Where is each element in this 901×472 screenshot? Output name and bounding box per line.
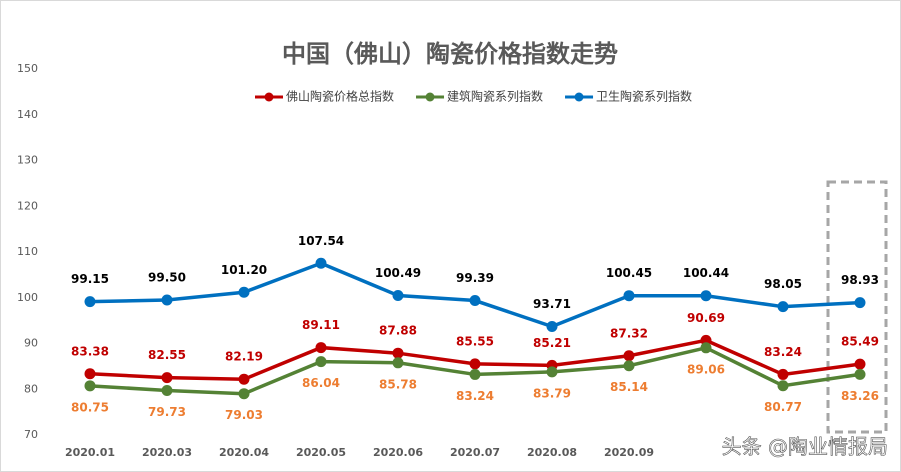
data-label: 85.14 [610,380,648,394]
data-label: 79.73 [148,405,186,419]
point [84,368,96,380]
point [238,373,250,385]
point [777,380,789,392]
data-label: 107.54 [298,234,344,248]
y-tick-label: 110 [17,245,38,258]
point [84,380,96,392]
point [315,356,327,368]
data-label: 85.78 [379,377,417,391]
point [854,297,866,309]
data-label: 80.77 [764,400,802,414]
legend-label: 佛山陶瓷价格总指数 [286,89,394,104]
y-tick-label: 120 [17,199,38,212]
data-label: 83.38 [71,344,109,358]
point [238,388,250,400]
x-tick-label: 2020.09 [604,446,654,459]
data-label: 99.39 [456,271,494,285]
x-tick-label: 2020.03 [142,446,192,459]
x-tick-label: 2020.01 [65,446,115,459]
data-label: 98.05 [764,277,802,291]
data-label: 89.06 [687,362,725,376]
point [469,295,481,307]
data-label: 87.32 [610,326,648,340]
point [777,301,789,313]
data-label: 83.26 [841,389,879,403]
x-tick-label: 2020.04 [219,446,269,459]
point [469,368,481,380]
data-label: 93.71 [533,297,571,311]
highlight-box [826,180,888,434]
data-label: 85.49 [841,335,879,349]
data-label: 100.49 [375,266,421,280]
point [777,368,789,380]
point [623,350,635,362]
data-label: 86.04 [302,376,340,390]
data-label: 83.24 [764,345,802,359]
x-tick-label: 2020.06 [373,446,423,459]
point [392,357,404,369]
point [84,296,96,308]
point [700,290,712,302]
data-label: 101.20 [221,263,267,277]
data-label: 87.88 [379,324,417,338]
data-label: 90.69 [687,311,725,325]
point [854,368,866,380]
point [700,342,712,354]
data-label: 85.55 [456,334,494,348]
point [161,372,173,384]
legend-label: 建筑陶瓷系列指数 [447,89,543,104]
data-label: 82.55 [148,348,186,362]
point [469,358,481,370]
data-label: 100.44 [683,266,729,280]
legend-marker [574,92,584,102]
point [546,366,558,378]
point [161,384,173,396]
legend-marker [264,92,274,102]
data-label: 85.21 [533,336,571,350]
legend-label: 卫生陶瓷系列指数 [596,89,692,104]
point [161,294,173,306]
y-tick-label: 150 [17,62,38,75]
point [315,257,327,269]
data-label: 82.19 [225,350,263,364]
point [238,286,250,298]
data-label: 79.03 [225,408,263,422]
data-label: 99.50 [148,271,186,285]
legend-marker [425,92,435,102]
data-label: 80.75 [71,400,109,414]
x-tick-label: 2020.05 [296,446,346,459]
point [623,290,635,302]
point [623,360,635,372]
y-tick-label: 140 [17,108,38,121]
data-label: 100.45 [606,266,652,280]
x-tick-label: 2020.07 [450,446,500,459]
chart-title: 中国（佛山）陶瓷价格指数走势 [282,40,618,68]
point [546,321,558,333]
y-tick-label: 130 [17,154,38,167]
y-tick-label: 100 [17,291,38,304]
point [315,342,327,354]
point [392,347,404,359]
watermark: 头条 @陶业情报局 [722,435,888,459]
y-tick-label: 80 [24,382,38,395]
data-label: 89.11 [302,318,340,332]
data-label: 83.24 [456,389,494,403]
data-label: 98.93 [841,273,879,287]
x-tick-label: 2020.08 [527,446,577,459]
point [854,358,866,370]
y-tick-label: 70 [24,428,38,441]
data-label: 99.15 [71,272,109,286]
point [392,290,404,302]
data-label: 83.79 [533,386,571,400]
y-tick-label: 90 [24,337,38,350]
